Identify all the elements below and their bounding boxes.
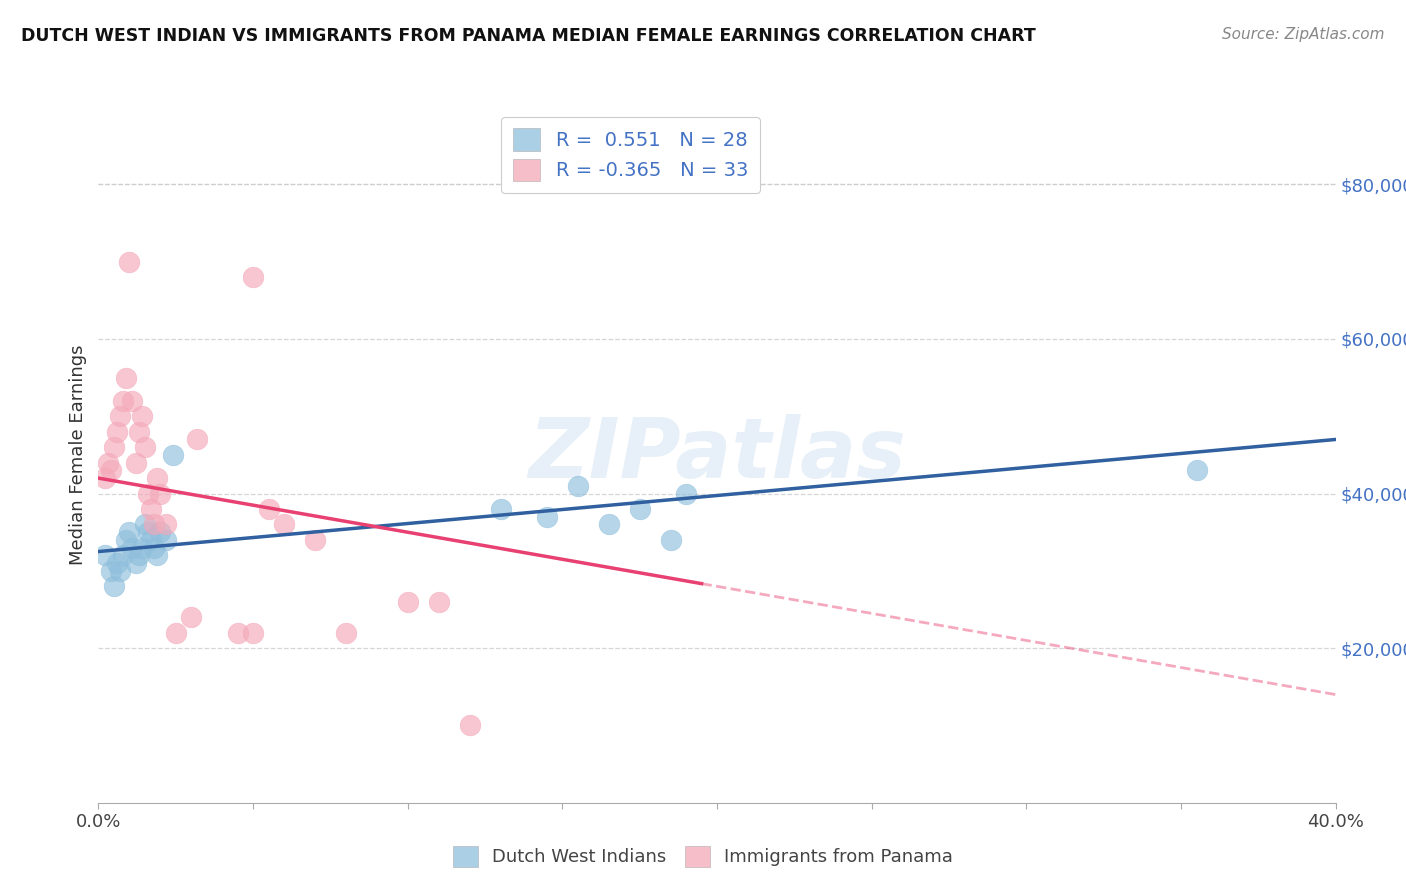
- Point: [121, 393, 143, 408]
- Point: [165, 625, 187, 640]
- Legend: R =  0.551   N = 28, R = -0.365   N = 33: R = 0.551 N = 28, R = -0.365 N = 33: [501, 117, 759, 193]
- Point: [124, 456, 146, 470]
- Point: [335, 625, 357, 640]
- Point: [226, 625, 249, 640]
- Point: [155, 517, 177, 532]
- Legend: Dutch West Indians, Immigrants from Panama: Dutch West Indians, Immigrants from Pana…: [446, 838, 960, 874]
- Point: [136, 486, 159, 500]
- Point: [273, 517, 295, 532]
- Point: [180, 610, 202, 624]
- Point: [128, 549, 150, 563]
- Point: [139, 533, 162, 547]
- Point: [143, 541, 166, 555]
- Point: [567, 479, 589, 493]
- Point: [131, 541, 153, 555]
- Point: [675, 486, 697, 500]
- Point: [427, 595, 450, 609]
- Point: [536, 509, 558, 524]
- Point: [489, 502, 512, 516]
- Text: Source: ZipAtlas.com: Source: ZipAtlas.com: [1222, 27, 1385, 42]
- Point: [162, 448, 184, 462]
- Point: [149, 486, 172, 500]
- Point: [105, 425, 128, 439]
- Point: [146, 549, 169, 563]
- Point: [100, 463, 122, 477]
- Point: [105, 556, 128, 570]
- Point: [143, 517, 166, 532]
- Point: [242, 625, 264, 640]
- Point: [628, 502, 651, 516]
- Point: [139, 502, 162, 516]
- Point: [118, 254, 141, 268]
- Point: [128, 425, 150, 439]
- Point: [304, 533, 326, 547]
- Point: [1185, 463, 1208, 477]
- Point: [186, 433, 208, 447]
- Point: [115, 370, 138, 384]
- Point: [103, 579, 125, 593]
- Point: [93, 549, 115, 563]
- Y-axis label: Median Female Earnings: Median Female Earnings: [69, 344, 87, 566]
- Point: [103, 440, 125, 454]
- Point: [115, 533, 138, 547]
- Point: [112, 549, 135, 563]
- Point: [131, 409, 153, 424]
- Point: [136, 525, 159, 540]
- Point: [134, 440, 156, 454]
- Point: [112, 393, 135, 408]
- Text: ZIPatlas: ZIPatlas: [529, 415, 905, 495]
- Point: [93, 471, 115, 485]
- Point: [118, 525, 141, 540]
- Point: [146, 471, 169, 485]
- Point: [155, 533, 177, 547]
- Point: [149, 525, 172, 540]
- Point: [108, 564, 131, 578]
- Point: [134, 517, 156, 532]
- Point: [121, 541, 143, 555]
- Point: [100, 564, 122, 578]
- Point: [458, 718, 481, 732]
- Point: [257, 502, 280, 516]
- Point: [396, 595, 419, 609]
- Point: [124, 556, 146, 570]
- Point: [659, 533, 682, 547]
- Text: DUTCH WEST INDIAN VS IMMIGRANTS FROM PANAMA MEDIAN FEMALE EARNINGS CORRELATION C: DUTCH WEST INDIAN VS IMMIGRANTS FROM PAN…: [21, 27, 1036, 45]
- Point: [598, 517, 620, 532]
- Point: [242, 270, 264, 285]
- Point: [108, 409, 131, 424]
- Point: [97, 456, 120, 470]
